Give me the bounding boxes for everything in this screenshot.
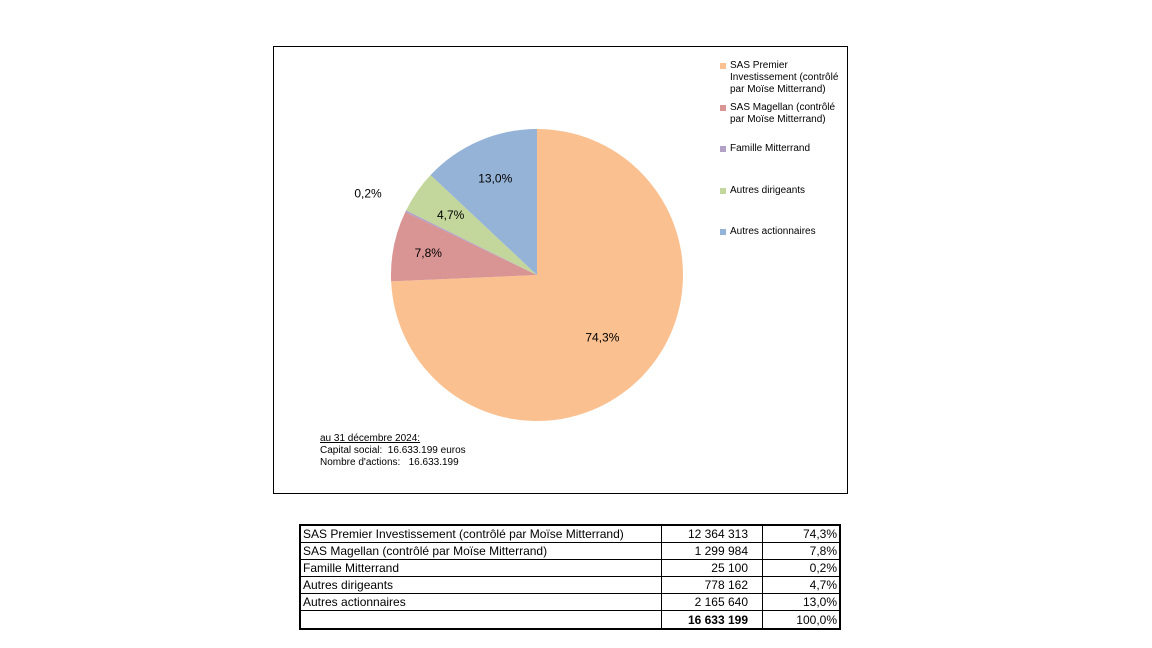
table-row: SAS Premier Investissement (contrôlé par… [299, 524, 841, 543]
cell-total-name [299, 610, 662, 630]
cell-shares: 778 162 [661, 576, 763, 594]
pie-label-magellan: 7,8% [415, 246, 443, 260]
pie-slice-premier-investissement [391, 129, 683, 421]
pie-label-autres-actionnaires: 13,0% [478, 172, 512, 186]
caption-heading: au 31 décembre 2024: [320, 433, 421, 444]
legend-label: SAS Premier Investissement (contrôlé par… [730, 60, 839, 95]
legend-label: SAS Magellan (contrôlé par Moïse Mitterr… [730, 102, 836, 125]
legend-item-famille-mitterrand: Famille Mitterrand [720, 143, 848, 155]
pie-slice-autres-actionnaires [430, 129, 537, 275]
cell-pct: 0,2% [762, 559, 841, 577]
legend-label: Autres dirigeants [730, 185, 806, 196]
legend-swatch [720, 188, 726, 194]
table-total-row: 16 633 199 100,0% [299, 610, 841, 630]
table-row: Famille Mitterrand 25 100 0,2% [299, 559, 841, 577]
cell-total-pct: 100,0% [762, 610, 841, 630]
pie-label-famille-mitterrand: 0,2% [354, 187, 382, 201]
legend-item-premier-investissement: SAS Premier Investissement (contrôlé par… [720, 60, 848, 96]
cell-shares: 12 364 313 [661, 524, 763, 543]
pie-slice-magellan [391, 212, 537, 282]
cell-shares: 1 299 984 [661, 542, 763, 560]
table-row: Autres dirigeants 778 162 4,7% [299, 576, 841, 594]
legend-item-autres-dirigeants: Autres dirigeants [720, 185, 848, 197]
caption-capital-social: Capital social: 16.633.199 euros [320, 445, 466, 456]
pie-slice-autres-dirigeants [406, 175, 537, 275]
cell-name: Autres actionnaires [299, 593, 662, 611]
pie-label-autres-dirigeants: 4,7% [437, 208, 465, 222]
cell-pct: 7,8% [762, 542, 841, 560]
legend-label: Famille Mitterrand [730, 143, 811, 154]
table-row: SAS Magellan (contrôlé par Moïse Mitterr… [299, 542, 841, 560]
pie-chart: 74,3% 7,8% 0,2% 4,7% 13,0% [354, 129, 683, 421]
chart-frame: 74,3% 7,8% 0,2% 4,7% 13,0% SAS Premier Inves… [273, 46, 848, 494]
cell-shares: 25 100 [661, 559, 763, 577]
caption-nombre-actions: Nombre d'actions: 16.633.199 [320, 457, 459, 468]
pie-label-premier-investissement: 74,3% [585, 331, 619, 345]
cell-pct: 4,7% [762, 576, 841, 594]
legend-swatch [720, 229, 726, 235]
legend-swatch [720, 63, 726, 69]
cell-name: Autres dirigeants [299, 576, 662, 594]
legend-label: Autres actionnaires [730, 226, 816, 237]
shareholders-table: SAS Premier Investissement (contrôlé par… [299, 524, 841, 630]
legend-swatch [720, 105, 726, 111]
legend-item-magellan: SAS Magellan (contrôlé par Moïse Mitterr… [720, 102, 848, 126]
cell-shares: 2 165 640 [661, 593, 763, 611]
chart-caption: au 31 décembre 2024: Capital social: 16.… [320, 433, 466, 469]
cell-name: SAS Premier Investissement (contrôlé par… [299, 524, 662, 543]
cell-total-shares: 16 633 199 [661, 610, 763, 630]
legend-swatch [720, 146, 726, 152]
cell-pct: 74,3% [762, 524, 841, 543]
cell-name: SAS Magellan (contrôlé par Moïse Mitterr… [299, 542, 662, 560]
table-row: Autres actionnaires 2 165 640 13,0% [299, 593, 841, 611]
legend-item-autres-actionnaires: Autres actionnaires [720, 226, 848, 238]
cell-pct: 13,0% [762, 593, 841, 611]
cell-name: Famille Mitterrand [299, 559, 662, 577]
pie-slice-famille-mitterrand [405, 210, 537, 275]
